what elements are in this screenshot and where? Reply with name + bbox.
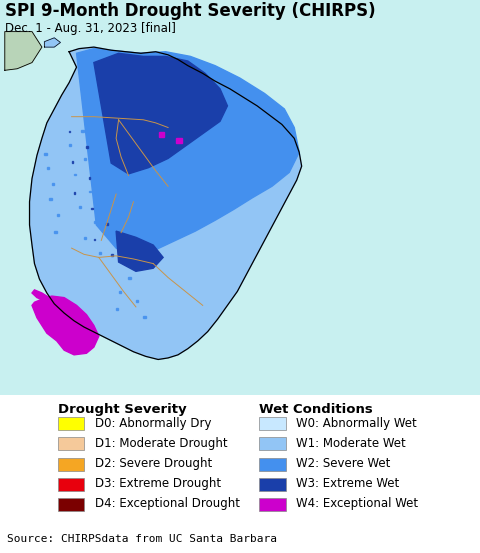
Polygon shape [44, 38, 60, 47]
Bar [44, 153, 47, 155]
Bar [144, 316, 145, 318]
FancyBboxPatch shape [58, 478, 84, 491]
FancyBboxPatch shape [259, 437, 286, 451]
Bar [82, 131, 84, 132]
Bar [89, 177, 90, 179]
Bar [94, 222, 96, 223]
Bar [49, 199, 52, 200]
FancyBboxPatch shape [259, 478, 286, 491]
Text: Source: CHIRPSdata from UC Santa Barbara: Source: CHIRPSdata from UC Santa Barbara [7, 534, 277, 544]
Bar [111, 254, 112, 256]
Polygon shape [32, 290, 49, 301]
Bar [72, 161, 73, 163]
Bar [57, 214, 59, 216]
Bar [86, 146, 88, 148]
Bar [54, 231, 57, 233]
Bar [74, 192, 75, 194]
FancyBboxPatch shape [58, 498, 84, 511]
Polygon shape [76, 49, 299, 257]
Bar [84, 237, 86, 239]
Text: Wet Conditions: Wet Conditions [259, 403, 373, 416]
FancyBboxPatch shape [58, 458, 84, 471]
Bar [119, 291, 121, 293]
FancyBboxPatch shape [58, 437, 84, 451]
Text: Drought Severity: Drought Severity [58, 403, 186, 416]
Text: W0: Abnormally Wet: W0: Abnormally Wet [296, 416, 417, 430]
Bar [126, 262, 127, 264]
Bar [136, 300, 138, 302]
Polygon shape [94, 53, 228, 174]
Bar [89, 191, 91, 192]
Polygon shape [30, 47, 301, 359]
Text: D1: Moderate Drought: D1: Moderate Drought [95, 437, 227, 450]
Text: W4: Exceptional Wet: W4: Exceptional Wet [296, 497, 418, 510]
Bar [176, 138, 182, 143]
FancyBboxPatch shape [259, 498, 286, 511]
Text: Dec. 1 - Aug. 31, 2023 [final]: Dec. 1 - Aug. 31, 2023 [final] [5, 22, 176, 35]
Polygon shape [32, 296, 99, 355]
Text: SPI 9-Month Drought Severity (CHIRPS): SPI 9-Month Drought Severity (CHIRPS) [5, 2, 375, 20]
Bar [106, 223, 108, 225]
FancyBboxPatch shape [58, 418, 84, 430]
Bar [79, 206, 81, 208]
Bar [116, 308, 119, 310]
Bar [99, 252, 101, 254]
Bar [94, 239, 95, 241]
Bar [52, 183, 54, 185]
FancyBboxPatch shape [259, 458, 286, 471]
Bar [69, 131, 71, 132]
Text: D0: Abnormally Dry: D0: Abnormally Dry [95, 416, 211, 430]
Text: W2: Severe Wet: W2: Severe Wet [296, 457, 391, 470]
Bar [91, 208, 93, 210]
Polygon shape [116, 231, 163, 272]
Bar [47, 168, 49, 169]
Bar [121, 242, 122, 243]
Bar [136, 253, 137, 254]
Text: W3: Extreme Wet: W3: Extreme Wet [296, 477, 399, 490]
Text: D2: Severe Drought: D2: Severe Drought [95, 457, 212, 470]
Bar [74, 174, 76, 175]
Text: D4: Exceptional Drought: D4: Exceptional Drought [95, 497, 240, 510]
Bar [84, 158, 86, 160]
Bar [69, 144, 72, 146]
Polygon shape [5, 32, 42, 70]
Bar [159, 132, 165, 137]
Text: D3: Extreme Drought: D3: Extreme Drought [95, 477, 221, 490]
Bar [129, 277, 131, 279]
FancyBboxPatch shape [259, 418, 286, 430]
Text: W1: Moderate Wet: W1: Moderate Wet [296, 437, 406, 450]
